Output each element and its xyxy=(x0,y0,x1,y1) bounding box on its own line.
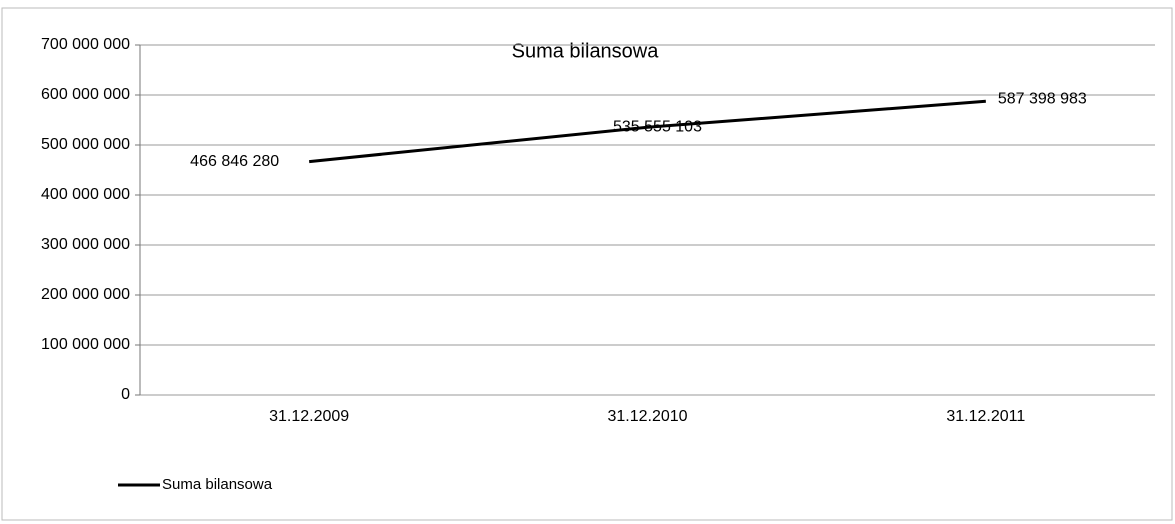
x-tick-label: 31.12.2010 xyxy=(607,408,687,425)
line-series xyxy=(309,99,986,164)
y-tick-label: 200 000 000 xyxy=(41,286,130,303)
legend-label: Suma bilansowa xyxy=(162,476,273,493)
y-tick-label: 600 000 000 xyxy=(41,86,130,103)
y-tick-label: 700 000 000 xyxy=(41,36,130,53)
y-tick-label: 0 xyxy=(121,386,130,403)
data-label: 535 555 103 xyxy=(613,118,702,135)
chart-title: Suma bilansowa xyxy=(512,40,660,62)
data-label: 587 398 983 xyxy=(998,91,1087,108)
x-tick-label: 31.12.2009 xyxy=(269,408,349,425)
data-label: 466 846 280 xyxy=(190,153,279,170)
y-tick-label: 100 000 000 xyxy=(41,336,130,353)
y-tick-label: 300 000 000 xyxy=(41,236,130,253)
y-tick-label: 500 000 000 xyxy=(41,136,130,153)
x-tick-label: 31.12.2011 xyxy=(946,408,1025,425)
chart-border xyxy=(1,7,1173,521)
y-tick-label: 400 000 000 xyxy=(41,186,130,203)
